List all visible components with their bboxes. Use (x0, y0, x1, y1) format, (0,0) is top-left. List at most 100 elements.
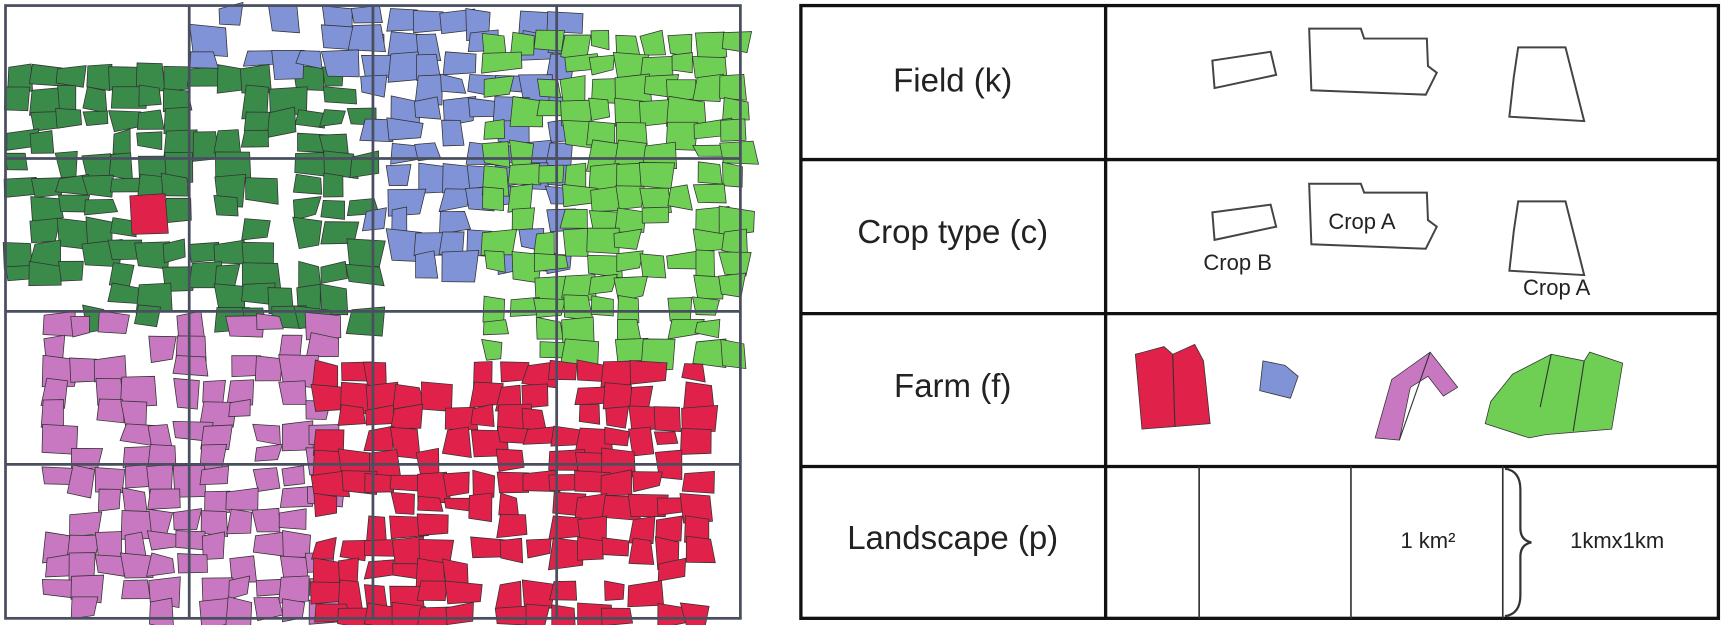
field-patch (496, 513, 528, 539)
field-patch (414, 96, 442, 120)
field-patch (536, 99, 564, 117)
field-patch (604, 426, 630, 447)
field-patch (421, 381, 453, 412)
field-patch (149, 597, 174, 625)
field-patch (484, 250, 506, 273)
field-patch (66, 464, 96, 499)
field-patch (163, 65, 190, 93)
field-patch (213, 129, 242, 155)
field-patch (685, 535, 716, 564)
field-patch (722, 97, 750, 121)
field-patch (278, 380, 307, 405)
field-patch (147, 488, 181, 510)
field-patch (679, 493, 713, 524)
field-patch (544, 142, 573, 169)
field-patch (192, 131, 219, 162)
field-patch (441, 249, 480, 283)
field-patch (507, 163, 542, 186)
field-patch (441, 119, 465, 147)
field-patch (638, 162, 676, 190)
field-patch (228, 399, 251, 418)
field-patch (136, 109, 165, 130)
field-patch (119, 552, 157, 579)
field-patch (385, 164, 412, 187)
field-patch (292, 216, 323, 250)
field-patch (110, 217, 137, 238)
field-patch (694, 319, 721, 339)
field-patch (254, 355, 283, 382)
field-patch (693, 274, 725, 300)
field-patch (495, 448, 525, 472)
field-patch (363, 425, 394, 452)
field-patch (444, 580, 483, 605)
field-patch (629, 385, 654, 410)
field-patch (521, 579, 556, 613)
field-patch (339, 540, 368, 562)
field-patch (498, 492, 520, 518)
field-patch (201, 531, 226, 560)
field-patch (86, 63, 113, 92)
field-patch (251, 507, 281, 533)
field-patch (252, 531, 287, 557)
field-patch (82, 86, 108, 114)
field-patch (94, 554, 125, 577)
field-shape (1211, 50, 1278, 90)
field-patch (57, 260, 84, 282)
field-patch (320, 49, 360, 78)
row-label: Landscape (p) (847, 519, 1058, 556)
field-patch (563, 294, 594, 322)
field-patch (346, 238, 386, 267)
field-patch (510, 31, 535, 56)
field-patch (278, 508, 307, 530)
field-patch (295, 50, 323, 70)
field-shape (1308, 27, 1439, 96)
field-patch (4, 152, 28, 171)
field-patch (655, 515, 683, 542)
field-patch (653, 406, 681, 432)
field-patch (199, 401, 238, 428)
field-patch (136, 131, 163, 151)
field-patch (559, 208, 588, 229)
field-patch (683, 381, 715, 410)
field-patch (323, 172, 344, 198)
field-patch (225, 487, 259, 511)
field-patch (390, 491, 415, 515)
field-patch (416, 513, 449, 536)
field-patch (483, 119, 505, 140)
field-patch (574, 386, 606, 406)
field-patch (138, 84, 162, 107)
field-patch (313, 492, 338, 518)
field-patch (549, 580, 578, 601)
field-patch (499, 537, 524, 564)
field-patch (350, 5, 383, 24)
field-patch (721, 228, 748, 256)
field-patch (525, 538, 552, 559)
field-patch (29, 130, 55, 154)
field-patch (720, 338, 747, 370)
table (799, 3, 1721, 620)
field-patch (468, 492, 493, 523)
field-patch (199, 465, 230, 486)
field-patch (200, 510, 229, 538)
field-patch (84, 198, 119, 216)
field-patch (533, 29, 565, 52)
field-patch (30, 196, 64, 224)
field-patch (267, 4, 300, 34)
field-patch (496, 471, 530, 494)
field-patch (416, 580, 448, 602)
field-patch (40, 399, 64, 428)
field-patch (81, 174, 114, 198)
row-label: Field (k) (893, 61, 1012, 98)
field-patch (559, 75, 586, 105)
field-patch (55, 107, 82, 129)
landscape-cells (1198, 466, 1532, 619)
field-patch (189, 23, 228, 57)
field-patch (601, 607, 634, 625)
field-patch (82, 110, 109, 127)
field-patch (225, 596, 253, 625)
field-patch (590, 295, 614, 317)
row-label: Crop type (c) (857, 213, 1048, 250)
brace (1504, 467, 1532, 618)
field-patch (613, 275, 648, 303)
field-patch (364, 602, 395, 625)
